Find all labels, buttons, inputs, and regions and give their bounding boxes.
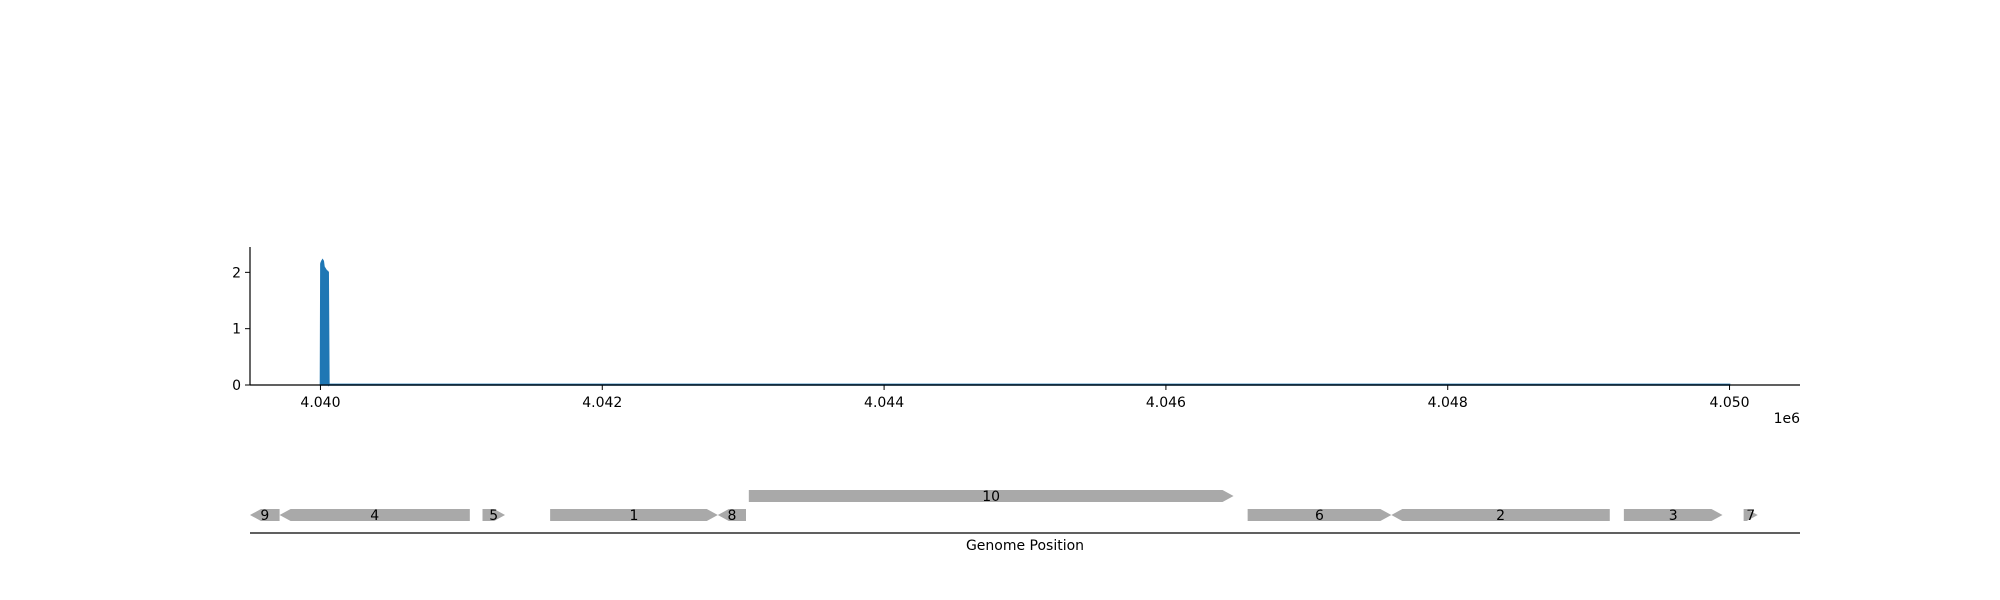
- gene-label: 10: [982, 489, 1000, 505]
- x-tick-label: 4.046: [1146, 395, 1186, 411]
- x-tick-label: 4.048: [1428, 395, 1468, 411]
- coverage-series-group: [319, 258, 1731, 387]
- gene-feature: [550, 509, 718, 521]
- coverage-plot: 0 1 2 4.040 4.042 4.044 4.046 4.048 4.050 1e6: [232, 247, 1800, 427]
- x-offset-label: 1e6: [1774, 411, 1801, 427]
- gene-feature: [1623, 509, 1723, 521]
- gene-feature: [279, 509, 470, 521]
- gene-label: 5: [489, 508, 498, 524]
- coverage-area: [319, 258, 1731, 387]
- gene-map-xlabel: Genome Position: [966, 538, 1084, 554]
- gene-feature: [1743, 509, 1758, 521]
- gene-label: 3: [1669, 508, 1678, 524]
- gene-label: 8: [727, 508, 736, 524]
- gene-label: 6: [1315, 508, 1324, 524]
- x-tick-label: 4.044: [864, 395, 904, 411]
- gene-label: 1: [630, 508, 639, 524]
- gene-feature: [717, 509, 746, 521]
- x-tick-label: 4.050: [1709, 395, 1749, 411]
- gene-feature: [1391, 509, 1610, 521]
- gene-label: 7: [1746, 508, 1755, 524]
- gene-map: 9 4 5 1 8 10 6 2 3 7 Genome Position: [250, 489, 1800, 554]
- y-tick-group: 0 1 2: [232, 265, 250, 394]
- y-tick-label: 1: [232, 322, 241, 338]
- gene-feature: [250, 509, 280, 521]
- gene-feature: [482, 509, 506, 521]
- x-tick-label: 4.040: [300, 395, 340, 411]
- y-tick-label: 0: [232, 378, 241, 394]
- gene-label: 9: [260, 508, 269, 524]
- y-tick-label: 2: [232, 265, 241, 281]
- gene-label: 2: [1496, 508, 1505, 524]
- x-tick-group: 4.040 4.042 4.044 4.046 4.048 4.050: [300, 385, 1750, 411]
- gene-features-group: 9 4 5 1 8 10 6 2 3 7: [250, 489, 1758, 524]
- gene-feature: [748, 490, 1234, 502]
- x-tick-label: 4.042: [582, 395, 622, 411]
- gene-feature: [1247, 509, 1392, 521]
- gene-label: 4: [370, 508, 379, 524]
